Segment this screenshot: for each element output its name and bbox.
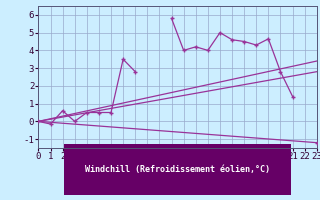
X-axis label: Windchill (Refroidissement éolien,°C): Windchill (Refroidissement éolien,°C) [85, 165, 270, 174]
